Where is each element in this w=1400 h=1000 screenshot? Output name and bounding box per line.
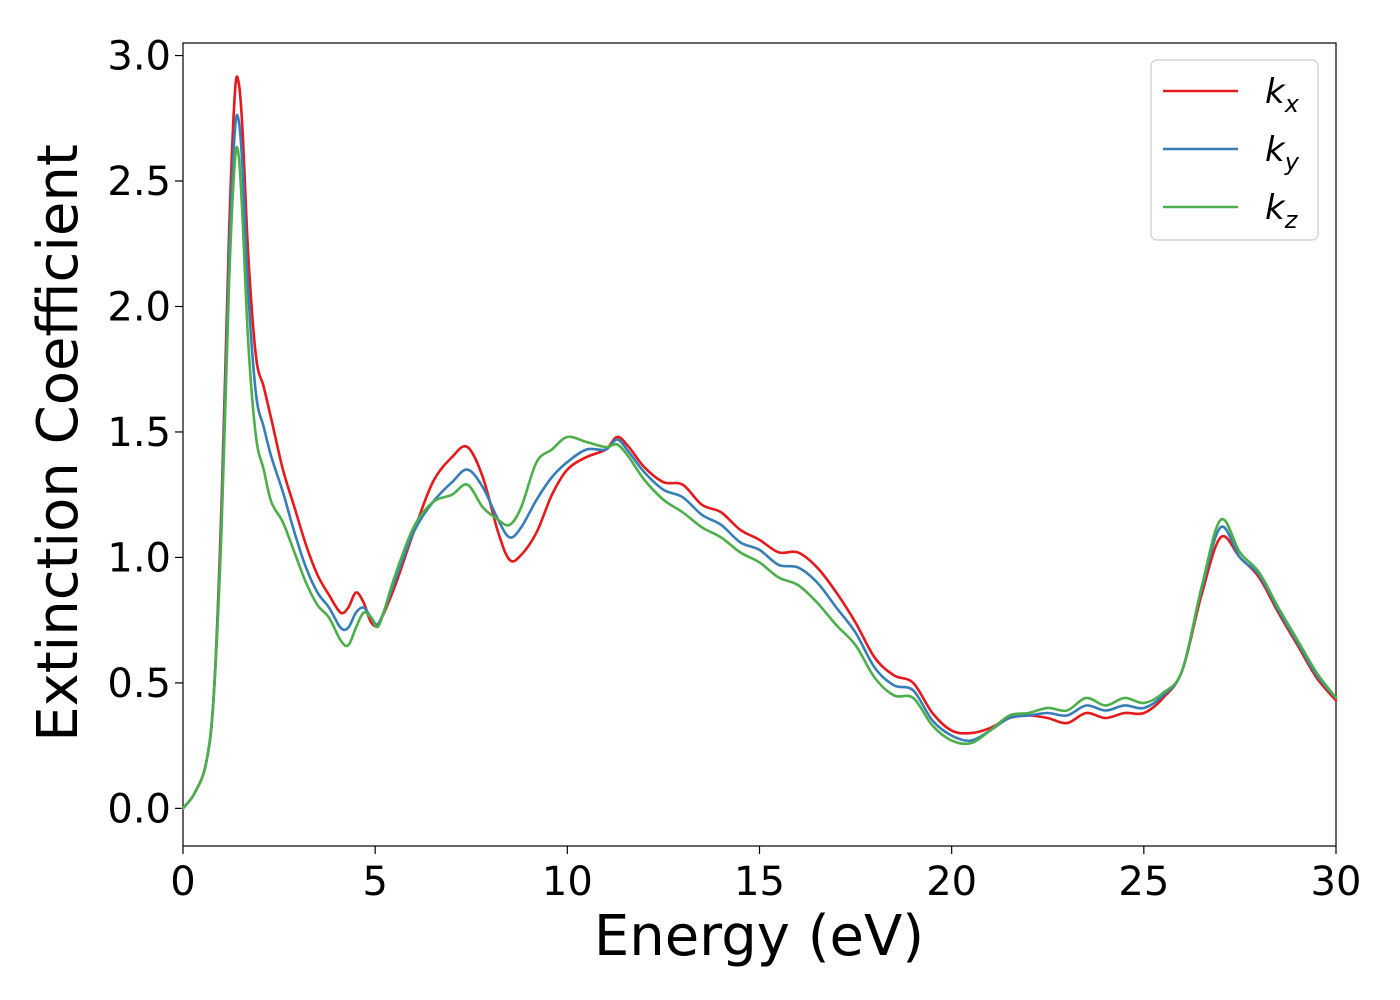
y-tick-label: 2.0 [107,284,171,330]
series-line-k-x [181,75,1338,810]
legend-label: kz [1265,188,1299,234]
x-tick-label: 30 [1311,859,1362,905]
x-axis: 0 5 10 15 20 25 30 [170,846,1361,905]
y-tick-label: 3.0 [107,34,171,80]
series-line-k-y [181,113,1338,810]
y-tick-label: 0.0 [107,786,171,832]
series-line-k-z [181,145,1338,810]
legend-label: ky [1265,130,1300,176]
series-lines [181,75,1338,810]
x-tick-label: 15 [734,859,785,905]
x-tick-label: 10 [542,859,593,905]
legend-label: kx [1265,72,1300,118]
y-axis-title: Extinction Coefficient [26,144,91,742]
x-tick-label: 5 [362,859,387,905]
y-axis: 0.0 0.5 1.0 1.5 2.0 2.5 3.0 [107,34,183,832]
legend: kx ky kz [1150,59,1319,241]
y-tick-label: 2.5 [107,159,171,205]
x-tick-label: 20 [926,859,977,905]
y-tick-label: 1.0 [107,535,171,581]
x-tick-label: 25 [1118,859,1169,905]
x-axis-title: Energy (eV) [594,904,924,969]
x-tick-label: 0 [170,859,195,905]
y-tick-label: 1.5 [107,410,171,456]
y-tick-label: 0.5 [107,661,171,707]
